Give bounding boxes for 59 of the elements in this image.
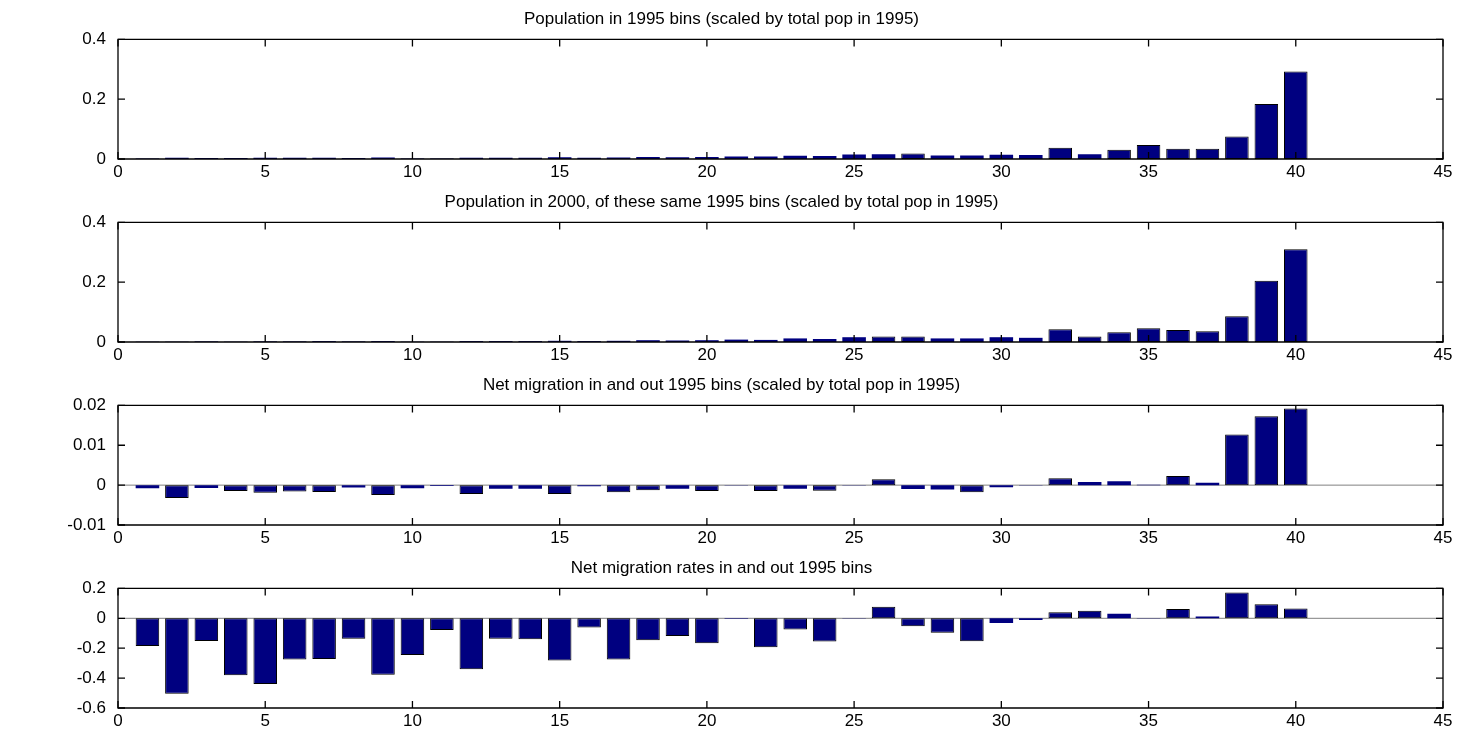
- y-tick-label: -0.2: [76, 637, 106, 657]
- x-tick-label: 5: [260, 344, 270, 364]
- x-tick-label: 25: [844, 161, 864, 181]
- x-tick-label: 45: [1433, 710, 1453, 730]
- x-tick-label: 25: [844, 527, 864, 547]
- y-tick-label: 0.4: [82, 212, 106, 232]
- x-tick-label: 30: [991, 344, 1011, 364]
- x-tick-label: 30: [991, 527, 1011, 547]
- x-tick-label: 0: [113, 710, 123, 730]
- y-tick-label: 0.2: [82, 88, 106, 108]
- y-tick-label: 0.2: [82, 271, 106, 291]
- x-tick-label: 0: [113, 527, 123, 547]
- x-tick-label: 35: [1139, 710, 1159, 730]
- y-tick-label: -0.6: [76, 697, 106, 717]
- y-tick-label: 0.02: [72, 395, 106, 415]
- x-tick-label: 40: [1286, 344, 1306, 364]
- x-tick-label: 45: [1433, 161, 1453, 181]
- chart-title: Population in 1995 bins (scaled by total pop in 1995): [523, 8, 920, 28]
- x-tick-label: 5: [260, 710, 270, 730]
- x-tick-label: 40: [1286, 710, 1306, 730]
- x-tick-label: 20: [697, 161, 717, 181]
- x-tick-label: 10: [402, 527, 422, 547]
- x-tick-label: 35: [1139, 161, 1159, 181]
- x-tick-label: 25: [844, 344, 864, 364]
- x-tick-label: 15: [550, 527, 570, 547]
- x-tick-label: 30: [991, 710, 1011, 730]
- x-tick-label: 5: [260, 527, 270, 547]
- x-tick-label: 0: [113, 344, 123, 364]
- y-tick-label: 0.2: [82, 578, 106, 598]
- x-tick-label: 15: [550, 344, 570, 364]
- x-tick-label: 20: [697, 710, 717, 730]
- x-tick-label: 20: [697, 344, 717, 364]
- x-tick-label: 5: [260, 161, 270, 181]
- x-tick-label: 10: [402, 161, 422, 181]
- x-tick-label: 40: [1286, 161, 1306, 181]
- x-tick-label: 20: [697, 527, 717, 547]
- x-tick-label: 40: [1286, 527, 1306, 547]
- x-tick-label: 35: [1139, 344, 1159, 364]
- y-tick-label: -0.01: [67, 514, 106, 534]
- y-tick-label: 0: [96, 607, 106, 627]
- chart-title: Net migration in and out 1995 bins (scaled by total pop in 1995): [482, 374, 961, 394]
- x-tick-label: 45: [1433, 527, 1453, 547]
- x-tick-label: 0: [113, 161, 123, 181]
- x-tick-label: 35: [1139, 527, 1159, 547]
- x-tick-label: 30: [991, 161, 1011, 181]
- x-tick-label: 10: [402, 710, 422, 730]
- y-tick-label: 0: [96, 148, 106, 168]
- chart-title: Population in 2000, of these same 1995 bins (scaled by total pop in 1995): [444, 191, 999, 211]
- x-tick-label: 15: [550, 161, 570, 181]
- x-tick-label: 25: [844, 710, 864, 730]
- y-tick-label: 0: [96, 474, 106, 494]
- y-tick-label: 0.4: [82, 29, 106, 49]
- y-tick-label: -0.4: [76, 667, 106, 687]
- chart-title: Net migration rates in and out 1995 bins: [570, 557, 873, 577]
- y-tick-label: 0.01: [72, 434, 106, 454]
- x-tick-label: 10: [402, 344, 422, 364]
- x-tick-label: 15: [550, 710, 570, 730]
- x-tick-label: 45: [1433, 344, 1453, 364]
- y-tick-label: 0: [96, 331, 106, 351]
